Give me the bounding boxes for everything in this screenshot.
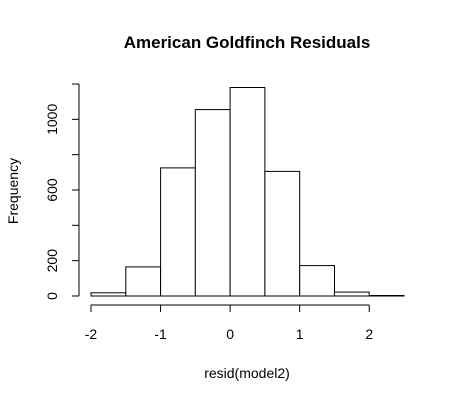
y-axis: 0 200 600 1000 [44, 83, 80, 300]
histogram-bar [125, 266, 162, 297]
y-tick-label: 1000 [44, 104, 60, 135]
x-axis-label: resid(model2) [204, 365, 290, 381]
y-axis-label: Frequency [5, 158, 21, 224]
x-tick-label: -1 [154, 326, 167, 342]
x-axis: -2 -1 0 1 2 [85, 304, 373, 342]
chart-title: American Goldfinch Residuals [124, 33, 371, 52]
y-tick-label: 200 [44, 249, 60, 273]
histogram-bar [264, 170, 301, 297]
histogram-bar [90, 292, 127, 297]
histogram-bar [229, 87, 266, 297]
histogram-bar [299, 265, 336, 297]
bars-group [90, 87, 405, 297]
histogram-bar [194, 109, 231, 297]
histogram-bar [333, 291, 370, 297]
histogram-bar [368, 295, 405, 297]
x-tick-label: 1 [296, 326, 304, 342]
x-tick-label: 0 [226, 326, 234, 342]
histogram-bar [160, 167, 196, 297]
x-tick-label: -2 [85, 326, 98, 342]
x-tick-label: 2 [365, 326, 373, 342]
y-tick-label: 0 [44, 292, 60, 300]
y-tick-label: 600 [44, 178, 60, 202]
